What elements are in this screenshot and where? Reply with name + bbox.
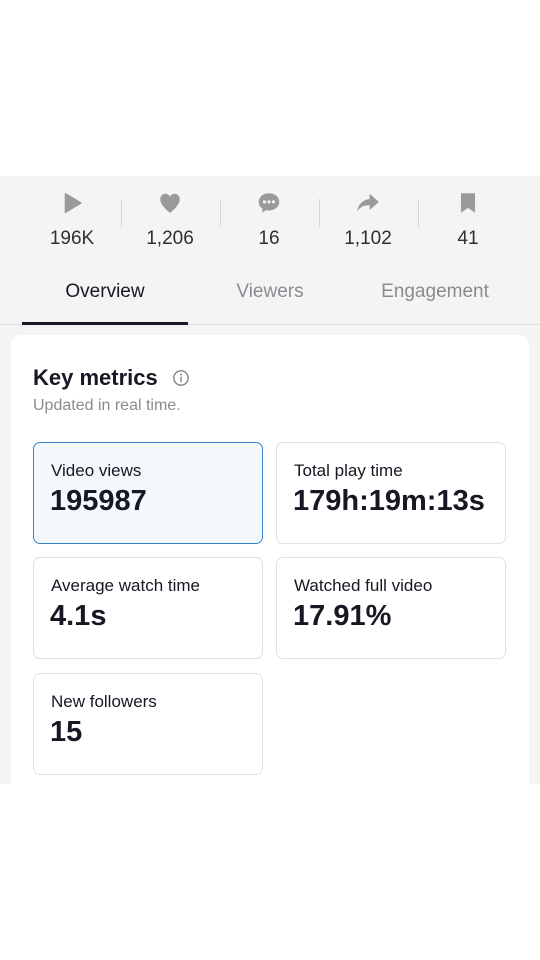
tab-engagement[interactable]: Engagement [381,281,489,302]
bookmark-icon [455,190,481,216]
play-icon [59,190,85,216]
metric-value: 195987 [50,485,147,517]
metric-value: 15 [50,716,83,748]
share-icon [355,190,381,216]
tab-overview[interactable]: Overview [65,281,145,302]
metric-video-views[interactable]: Video views 195987 [33,442,263,544]
metric-label: Watched full video [294,576,433,595]
metric-new-followers[interactable]: New followers 15 [33,673,263,775]
stat-divider [220,199,221,227]
stats-row: 196K 1,206 16 1,102 [0,176,540,271]
key-metrics-subtitle: Updated in real time. [33,397,181,414]
stat-saves-value: 41 [457,228,479,249]
stat-comments-value: 16 [258,228,280,249]
metric-label: Average watch time [51,576,200,595]
stat-divider [121,199,122,227]
metric-value: 179h:19m:13s [293,485,485,517]
metric-value: 17.91% [293,600,392,632]
info-icon[interactable] [172,369,190,387]
metric-average-watch-time[interactable]: Average watch time 4.1s [33,557,263,659]
analytics-panel: 196K 1,206 16 1,102 [0,176,540,795]
metric-label: Total play time [294,461,403,480]
key-metrics-card: Key metrics Updated in real time. Video … [11,335,529,795]
stat-likes-value: 1,206 [146,228,194,249]
stat-divider [319,199,320,227]
metric-value: 4.1s [50,600,107,632]
comment-icon [256,190,282,216]
metric-total-play-time[interactable]: Total play time 179h:19m:13s [276,442,506,544]
stat-shares-value: 1,102 [344,228,392,249]
metric-watched-full-video[interactable]: Watched full video 17.91% [276,557,506,659]
tab-viewers[interactable]: Viewers [236,281,304,302]
stat-divider [418,199,419,227]
key-metrics-title: Key metrics [33,365,158,390]
top-blank-area [0,0,540,176]
heart-icon [157,190,183,216]
active-tab-indicator [22,322,188,325]
analytics-tabs: Overview Viewers Engagement [0,271,540,325]
stat-views-value: 196K [49,228,95,249]
metric-label: Video views [51,461,142,480]
metric-label: New followers [51,692,157,711]
